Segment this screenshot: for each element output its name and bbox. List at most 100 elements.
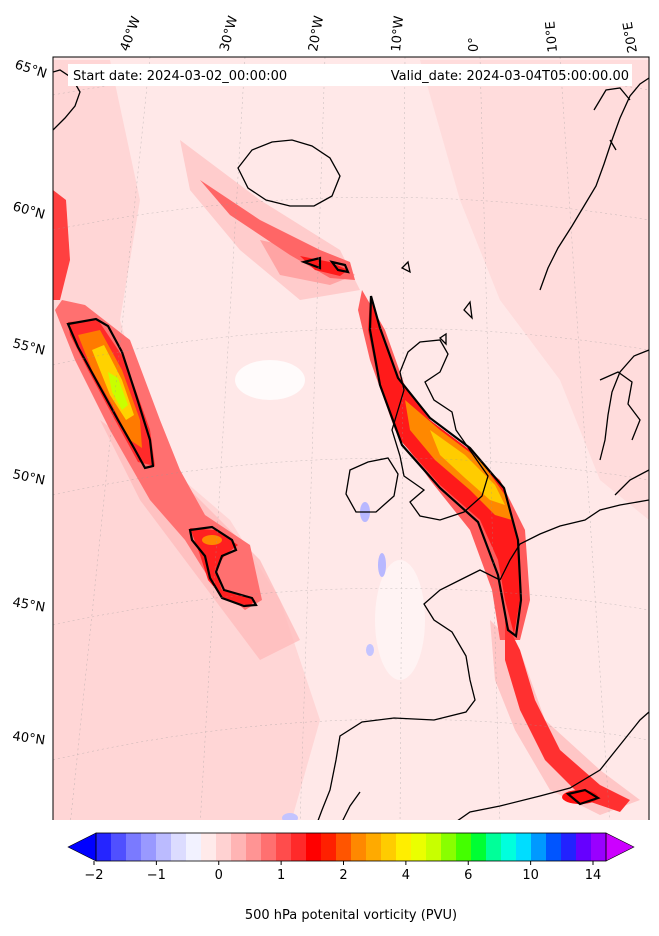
colorbar-cell bbox=[96, 833, 112, 861]
colorbar-cell bbox=[141, 833, 157, 861]
colorbar-cell bbox=[126, 833, 142, 861]
colorbar-cell bbox=[261, 833, 277, 861]
pv-filament-yellow bbox=[430, 430, 505, 505]
pv-streak-north bbox=[200, 180, 355, 280]
colorbar-tick-label: 1 bbox=[277, 868, 285, 883]
colorbar-tick-label: 10 bbox=[522, 868, 539, 883]
latitude-labels: 65°N 60°N 55°N 50°N 45°N 40°N bbox=[11, 58, 49, 749]
coast-greenland bbox=[53, 69, 81, 131]
colorbar-arrow-min bbox=[67, 832, 97, 862]
lat-label-40n: 40°N bbox=[11, 729, 46, 748]
colorbar-cell bbox=[396, 833, 412, 861]
colorbar-cell bbox=[546, 833, 562, 861]
pv2-contour-hook bbox=[188, 525, 258, 608]
colorbar-arrow-max bbox=[605, 832, 635, 862]
coast-france-iberia bbox=[317, 569, 501, 820]
lon-label-20e: 20°E bbox=[621, 21, 641, 54]
colorbar-tick-label: 2 bbox=[339, 868, 347, 883]
colorbar-cell bbox=[246, 833, 262, 861]
colorbar-cell bbox=[501, 833, 517, 861]
colorbar-cell bbox=[201, 833, 217, 861]
coast-ireland bbox=[345, 457, 399, 513]
colorbar-cell bbox=[591, 833, 607, 861]
pv2-contour-west bbox=[66, 317, 155, 470]
longitude-labels: 40°W 30°W 20°W 10°W 0° 10°E 20°E bbox=[118, 14, 641, 54]
lat-label-60n: 60°N bbox=[11, 199, 47, 222]
colorbar-cell bbox=[516, 833, 532, 861]
pv-min-white-1 bbox=[235, 360, 305, 400]
lon-label-40w: 40°W bbox=[118, 14, 144, 53]
colorbar-cells bbox=[96, 833, 607, 861]
lat-label-65n: 65°N bbox=[13, 58, 49, 82]
lon-label-20w: 20°W bbox=[306, 15, 327, 53]
coast-africa bbox=[342, 791, 361, 820]
graticule bbox=[53, 57, 649, 820]
pv2-contour-south bbox=[565, 788, 601, 806]
colorbar-cell bbox=[381, 833, 397, 861]
colorbar-cell bbox=[321, 833, 337, 861]
colorbar-cell bbox=[576, 833, 592, 861]
colorbar-cell bbox=[486, 833, 502, 861]
colorbar-cell bbox=[561, 833, 577, 861]
lat-label-50n: 50°N bbox=[11, 467, 46, 488]
lat-label-55n: 55°N bbox=[11, 336, 46, 358]
colorbar-cell bbox=[426, 833, 442, 861]
pv-min-blue-3 bbox=[366, 644, 374, 656]
colorbar-cell bbox=[456, 833, 472, 861]
pv-min-white-2 bbox=[375, 560, 425, 680]
colorbar-frame bbox=[95, 832, 607, 862]
colorbar-cell bbox=[231, 833, 247, 861]
colorbar-cell bbox=[441, 833, 457, 861]
pv-band-west-green bbox=[108, 372, 128, 410]
colorbar-cell bbox=[336, 833, 352, 861]
coast-norway-north bbox=[593, 87, 631, 151]
colorbar-cell bbox=[411, 833, 427, 861]
coast-faroes bbox=[400, 260, 411, 274]
pv-filament-south bbox=[505, 620, 630, 812]
lat-label-45n: 45°N bbox=[11, 595, 46, 615]
colorbar-cell bbox=[351, 833, 367, 861]
colorbar-cell bbox=[276, 833, 292, 861]
colorbar-cell bbox=[156, 833, 172, 861]
colorbar-label: 500 hPa potenital vorticity (PVU) bbox=[245, 908, 457, 923]
coastlines bbox=[53, 69, 649, 820]
colorbar: −2 −1 0 1 2 4 6 10 14 500 hPa potenital vorticit… bbox=[67, 832, 635, 923]
colorbar-cell bbox=[306, 833, 322, 861]
header-box bbox=[68, 64, 632, 86]
coast-shetland bbox=[438, 300, 473, 346]
colorbar-cell bbox=[111, 833, 127, 861]
colorbar-cell bbox=[471, 833, 487, 861]
colorbar-tick-label: −1 bbox=[147, 868, 166, 883]
map-frame bbox=[52, 56, 650, 820]
lon-label-0: 0° bbox=[467, 37, 482, 52]
pv2-contours bbox=[66, 256, 601, 806]
colorbar-cell bbox=[531, 833, 547, 861]
coast-britain bbox=[391, 339, 489, 521]
colorbar-tick-label: −2 bbox=[84, 868, 103, 883]
pv-left-edge bbox=[53, 190, 70, 300]
coast-scandinavia bbox=[539, 77, 649, 461]
colorbar-ticks: −2 −1 0 1 2 4 6 10 14 bbox=[84, 861, 601, 883]
colorbar-tick-label: 14 bbox=[585, 868, 602, 883]
pv-min-blue-4 bbox=[282, 813, 298, 820]
lon-label-30w: 30°W bbox=[217, 14, 241, 53]
colorbar-tick-label: 6 bbox=[464, 868, 472, 883]
coast-iceland bbox=[237, 139, 341, 207]
colorbar-cell bbox=[171, 833, 187, 861]
pv-map: Start date: 2024-03-02_00:00:00 Valid_da… bbox=[11, 14, 650, 820]
pv-min-blue-2 bbox=[378, 553, 386, 577]
colorbar-tick-label: 0 bbox=[215, 868, 223, 883]
coast-netherlands-germany bbox=[499, 499, 649, 581]
lon-label-10e: 10°E bbox=[543, 21, 561, 53]
valid-date-label: Valid_date: 2024-03-04T05:00:00.00 bbox=[391, 69, 629, 84]
pv-field-pale-east bbox=[420, 60, 649, 520]
pv-hook-core bbox=[202, 535, 222, 545]
colorbar-cell bbox=[366, 833, 382, 861]
pv-hook-fill bbox=[190, 528, 255, 606]
pv2-contour-east bbox=[368, 295, 523, 638]
pv2-contour-north bbox=[300, 256, 350, 274]
colorbar-cell bbox=[291, 833, 307, 861]
colorbar-tick-label: 4 bbox=[402, 868, 410, 883]
lon-label-10w: 10°W bbox=[389, 15, 407, 52]
coast-mediterranean bbox=[457, 711, 649, 820]
